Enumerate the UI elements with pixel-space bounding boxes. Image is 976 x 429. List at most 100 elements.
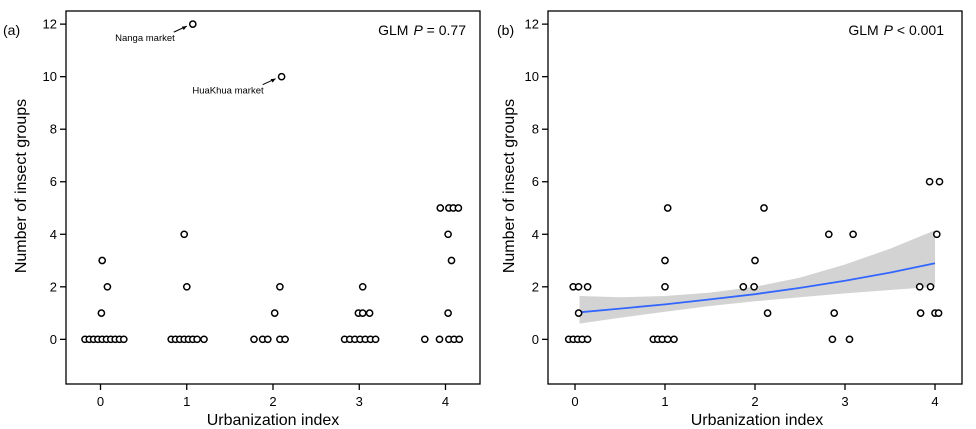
panel-a-p-symbol: P	[413, 22, 423, 38]
panel-b-p-symbol: P	[884, 22, 894, 38]
data-point	[420, 335, 429, 344]
annotation-label: HuaKhua market	[192, 86, 264, 97]
data-point	[916, 309, 925, 317]
panel-b-y-axis: 0 2 4 6 8 10 12	[525, 17, 548, 347]
data-point	[371, 335, 380, 344]
x-tick-label: 4	[931, 394, 938, 409]
data-point	[830, 309, 839, 317]
y-tick-label: 12	[43, 17, 57, 32]
panel-b-stat-label: GLM	[848, 22, 878, 38]
data-point	[119, 335, 128, 344]
y-tick-label: 2	[50, 279, 57, 294]
data-point	[200, 335, 208, 344]
data-point	[188, 20, 197, 28]
panel-b-label: (b)	[497, 22, 514, 38]
fit-line	[579, 262, 936, 314]
data-point	[103, 282, 112, 291]
data-point	[663, 335, 672, 344]
x-tick-label: 1	[661, 394, 668, 409]
panel-b-confidence-band	[579, 230, 935, 324]
data-point	[444, 230, 452, 239]
data-point	[663, 204, 672, 212]
panel-b-x-axis-title: Urbanization index	[691, 412, 824, 429]
data-point	[925, 177, 934, 186]
panel-b-frame	[547, 10, 963, 385]
data-point	[750, 282, 758, 291]
data-point	[670, 335, 678, 344]
data-point	[98, 256, 107, 265]
data-point	[915, 282, 924, 291]
data-point	[849, 230, 857, 239]
data-point	[739, 282, 748, 291]
data-point	[97, 309, 106, 317]
data-point	[250, 335, 258, 344]
x-tick-label: 4	[442, 394, 449, 409]
data-point	[358, 309, 367, 317]
panel-b-points	[564, 177, 944, 344]
data-point	[760, 204, 768, 212]
annotation-arrow-head	[181, 26, 187, 31]
data-point	[932, 230, 941, 239]
data-point	[824, 230, 833, 239]
panel-b-x-axis: 0 1 2 3 4	[571, 384, 939, 409]
panel-a-label: (a)	[3, 22, 20, 38]
y-tick-label: 8	[532, 122, 539, 137]
data-point	[926, 282, 935, 291]
data-point	[583, 335, 592, 344]
y-tick-label: 6	[50, 174, 57, 189]
data-point	[447, 256, 456, 265]
y-tick-label: 2	[532, 279, 539, 294]
data-point	[193, 335, 201, 344]
data-point	[365, 309, 374, 317]
y-tick-label: 10	[525, 69, 539, 84]
y-tick-label: 4	[532, 227, 539, 242]
data-point	[935, 177, 944, 186]
data-point	[934, 309, 943, 317]
panel-a-annotations: Nanga market HuaKhua market	[115, 25, 276, 97]
panel-b-y-axis-title: Number of insect groups	[501, 99, 518, 273]
x-tick-label: 0	[571, 394, 578, 409]
data-point	[828, 335, 837, 344]
data-point	[574, 309, 583, 317]
data-point	[358, 282, 367, 291]
y-tick-label: 0	[50, 332, 57, 347]
data-point	[845, 335, 854, 344]
data-point	[435, 335, 444, 344]
y-tick-label: 0	[532, 332, 539, 347]
panel-a-x-axis-title: Urbanization index	[207, 412, 340, 429]
confidence-band	[579, 230, 935, 324]
panel-b-p-value: < 0.001	[893, 22, 944, 38]
data-point	[276, 282, 284, 291]
data-point	[455, 335, 464, 344]
panel-a-y-axis: 0 2 4 6 8 10 12	[43, 17, 66, 347]
x-tick-label: 1	[183, 394, 190, 409]
data-point	[180, 230, 189, 239]
data-point	[454, 204, 463, 212]
x-tick-label: 0	[97, 394, 104, 409]
data-point	[444, 309, 452, 317]
panel-b-stat-text: GLM P < 0.001	[848, 22, 944, 38]
panel-a-stat-label: GLM	[378, 22, 408, 38]
panel-a-y-axis-title: Number of insect groups	[13, 99, 30, 273]
data-point	[763, 309, 772, 317]
data-point	[751, 256, 759, 265]
panel-a-p-value: = 0.77	[423, 22, 466, 38]
data-point	[281, 335, 289, 344]
x-tick-label: 2	[269, 394, 276, 409]
panel-b: (b) GLM P < 0.001 Urbanization index Numb…	[497, 10, 963, 429]
panel-a-x-axis: 0 1 2 3 4	[97, 384, 449, 409]
data-point	[263, 335, 272, 344]
data-point	[574, 282, 583, 291]
annotation-arrow-head	[270, 78, 276, 83]
panel-b-fit-line	[579, 262, 936, 314]
y-tick-label: 6	[532, 174, 539, 189]
data-point	[436, 204, 445, 212]
x-tick-label: 3	[841, 394, 848, 409]
y-tick-label: 4	[50, 227, 57, 242]
panel-a-frame	[65, 10, 481, 385]
y-tick-label: 12	[525, 17, 539, 32]
panel-a: (a) GLM P = 0.77 Urbanization index Numbe…	[3, 10, 481, 429]
annotation-label: Nanga market	[115, 33, 175, 44]
x-tick-label: 3	[356, 394, 363, 409]
